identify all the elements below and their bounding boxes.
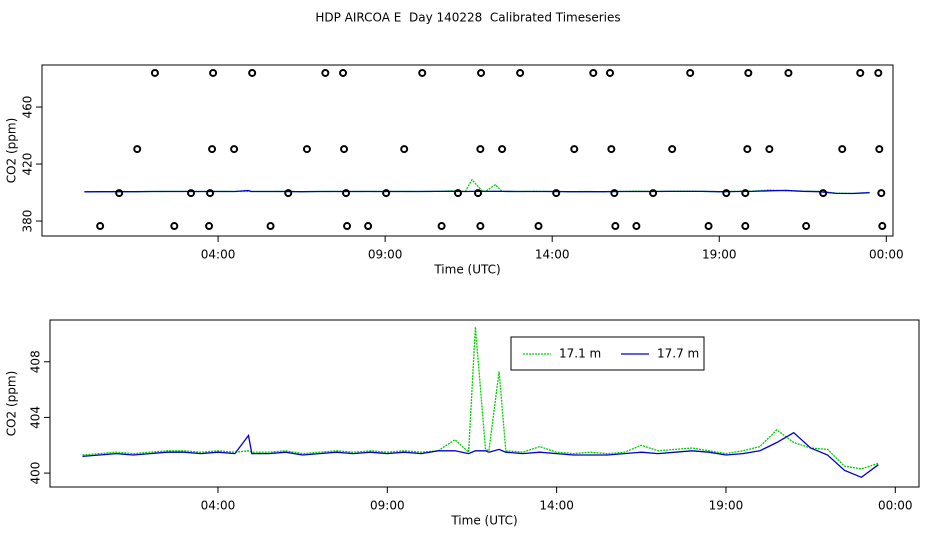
x-tick-label: 19:00 [702, 248, 737, 262]
flag-point [453, 189, 462, 198]
flag-point [802, 222, 811, 231]
flag-point [606, 68, 615, 77]
x-tick-label: 00:00 [869, 248, 904, 262]
flag-point [743, 145, 752, 154]
flag-point [741, 189, 750, 198]
flag-point [516, 68, 525, 77]
plot-frame [49, 319, 920, 488]
flag-point [205, 222, 214, 231]
flag-point [476, 222, 485, 231]
x-axis-label: Time (UTC) [433, 263, 500, 277]
legend-label: 17.7 m [657, 347, 699, 361]
flag-point [722, 189, 731, 198]
flag-point [668, 145, 677, 154]
x-axis-label: Time (UTC) [450, 514, 517, 528]
flag-point [744, 68, 753, 77]
flag-point [589, 68, 598, 77]
flag-point [340, 145, 349, 154]
flag-point [552, 189, 561, 198]
flag-point [741, 222, 750, 231]
flag-point [266, 222, 275, 231]
flag-point [284, 189, 293, 198]
flag-point [476, 145, 485, 154]
legend-label: 17.1 m [559, 347, 601, 361]
flag-point [607, 145, 616, 154]
x-tick-label: 09:00 [368, 248, 403, 262]
plot-frame [41, 64, 894, 237]
flag-point [321, 68, 330, 77]
flag-point [649, 189, 658, 198]
flag-point [874, 68, 883, 77]
flag-point [477, 68, 486, 77]
x-tick-label: 00:00 [878, 499, 913, 513]
x-tick-label: 04:00 [201, 499, 236, 513]
flag-point [878, 222, 887, 231]
flag-point [610, 189, 619, 198]
flag-point [474, 189, 483, 198]
series-line [84, 189, 870, 195]
flag-point [150, 68, 159, 77]
x-tick-label: 14:00 [539, 499, 574, 513]
flag-point [819, 189, 828, 198]
flag-point [364, 222, 373, 231]
chart-title: HDP AIRCOA E Day 140228 Calibrated Times… [315, 11, 620, 25]
flag-point [343, 222, 352, 231]
legend-box [510, 336, 705, 371]
flag-point [248, 68, 257, 77]
flag-point [498, 145, 507, 154]
flag-point [209, 68, 218, 77]
flag-point [570, 145, 579, 154]
flag-point [400, 145, 409, 154]
y-tick-label: 400 [29, 462, 43, 485]
flag-point [611, 222, 620, 231]
flag-point [96, 222, 105, 231]
y-tick-label: 380 [21, 210, 35, 233]
flag-point [302, 145, 311, 154]
flag-point [187, 189, 196, 198]
flag-point [115, 189, 124, 198]
flag-point [877, 189, 886, 198]
series-line [82, 431, 879, 479]
flag-point [875, 145, 884, 154]
x-tick-label: 19:00 [709, 499, 744, 513]
y-tick-label: 420 [21, 153, 35, 176]
flag-point [704, 222, 713, 231]
series-line [82, 326, 879, 470]
y-tick-label: 404 [29, 406, 43, 429]
flag-point [208, 145, 217, 154]
flag-point [133, 145, 142, 154]
flag-point [784, 68, 793, 77]
flag-point [382, 189, 391, 198]
y-tick-label: 408 [29, 350, 43, 373]
flag-point [339, 68, 348, 77]
flag-point [534, 222, 543, 231]
y-axis-label: CO2 (ppm) [5, 118, 19, 184]
flag-point [838, 145, 847, 154]
flag-point [230, 145, 239, 154]
x-tick-label: 09:00 [370, 499, 405, 513]
flag-point [342, 189, 351, 198]
flag-point [170, 222, 179, 231]
flag-point [686, 68, 695, 77]
y-axis-label: CO2 (ppm) [5, 371, 19, 437]
flag-point [206, 189, 215, 198]
flag-point [418, 68, 427, 77]
x-tick-label: 14:00 [535, 248, 570, 262]
flag-point [437, 222, 446, 231]
flag-point [632, 222, 641, 231]
flag-point [765, 145, 774, 154]
x-tick-label: 04:00 [201, 248, 236, 262]
flag-point [856, 68, 865, 77]
y-tick-label: 460 [21, 96, 35, 119]
